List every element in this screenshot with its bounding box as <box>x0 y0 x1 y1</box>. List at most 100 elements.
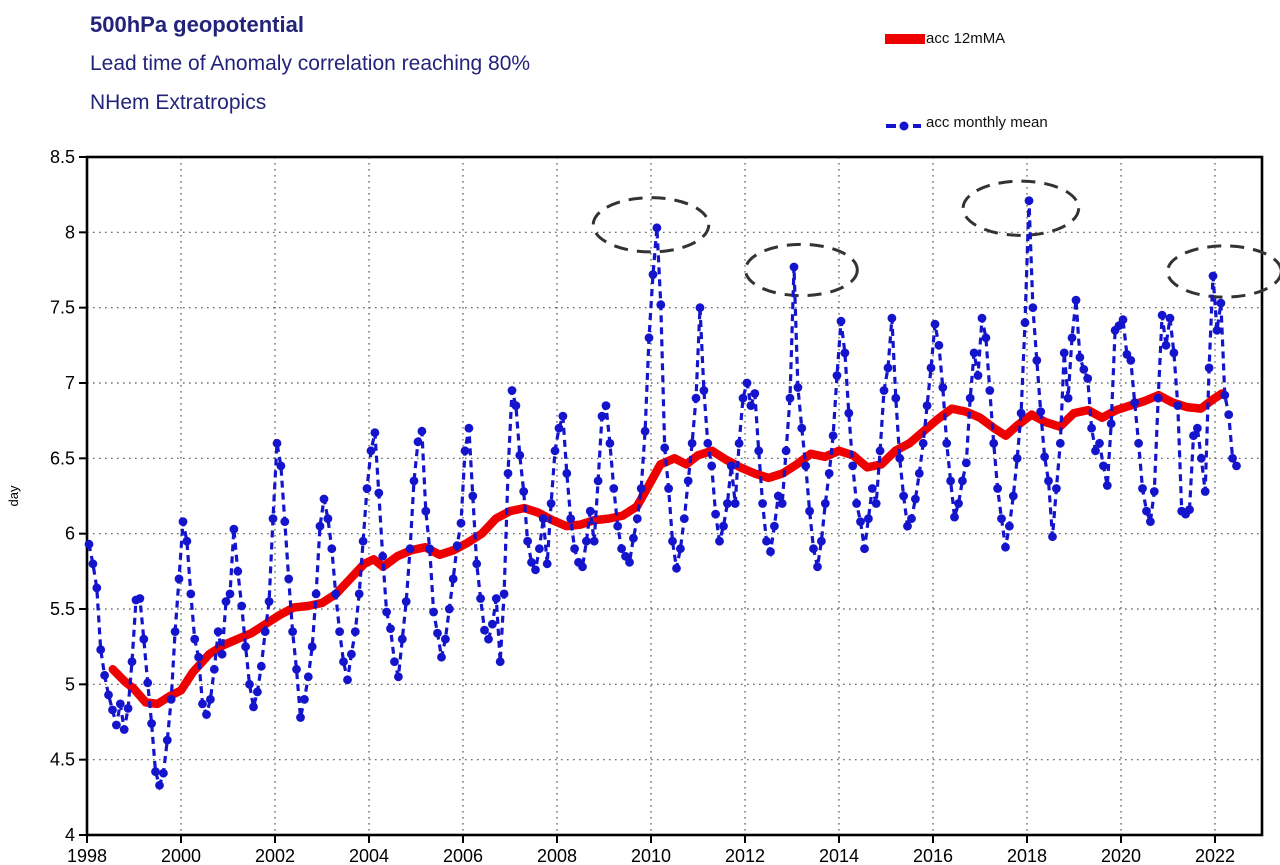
monthly-dot <box>119 725 129 734</box>
monthly-dot <box>1095 438 1104 448</box>
monthly-dot <box>965 393 975 403</box>
monthly-dot <box>954 499 963 508</box>
y-tick-label: 7 <box>65 373 75 393</box>
monthly-dot <box>644 333 654 343</box>
monthly-dot <box>1153 393 1163 403</box>
monthly-dot <box>162 735 172 745</box>
monthly-dot <box>233 566 243 576</box>
monthly-dot <box>699 386 709 395</box>
monthly-dot <box>824 469 834 478</box>
monthly-dot <box>695 303 705 313</box>
monthly-dot <box>1216 298 1226 308</box>
monthly-dot <box>92 583 102 593</box>
monthly-dot <box>511 401 521 410</box>
monthly-dot <box>135 594 145 603</box>
monthly-dot <box>679 514 689 523</box>
monthly-dot <box>100 670 109 680</box>
monthly-dot <box>303 672 313 682</box>
monthly-dot <box>558 411 568 421</box>
monthly-dot <box>1020 318 1030 328</box>
monthly-dot <box>742 378 752 388</box>
monthly-dot <box>723 499 732 508</box>
monthly-dot <box>292 664 301 674</box>
y-tick-label: 6.5 <box>50 448 75 468</box>
monthly-dot <box>1185 505 1194 514</box>
monthly-dot <box>726 461 736 471</box>
monthly-dot <box>1161 340 1171 350</box>
monthly-dot <box>895 453 905 463</box>
monthly-dot <box>977 313 987 323</box>
monthly-dot <box>472 559 482 569</box>
x-tick-label: 2022 <box>1195 846 1235 865</box>
monthly-dot <box>676 544 685 554</box>
monthly-dot <box>777 499 787 508</box>
y-tick-label: 4 <box>65 825 75 845</box>
monthly-dot <box>871 499 881 508</box>
monthly-dot <box>1036 407 1046 416</box>
monthly-dot <box>730 499 740 508</box>
monthly-dot <box>934 340 944 350</box>
chart-title: 500hPa geopotential <box>90 12 304 37</box>
monthly-dot <box>166 695 176 704</box>
monthly-dot <box>538 514 548 523</box>
monthly-dot <box>159 768 168 778</box>
monthly-dot <box>441 634 450 644</box>
monthly-dot <box>911 494 920 504</box>
monthly-dot <box>331 589 341 599</box>
y-tick-label: 7.5 <box>50 298 75 318</box>
monthly-dot <box>585 506 595 516</box>
monthly-dot <box>570 544 579 554</box>
monthly-dot <box>229 524 239 534</box>
monthly-dot <box>405 544 415 554</box>
monthly-dot <box>903 521 912 531</box>
monthly-dot <box>1016 408 1026 418</box>
monthly-dot <box>601 401 611 410</box>
monthly-dot <box>311 589 321 599</box>
monthly-dot <box>198 699 207 709</box>
monthly-dot <box>276 461 286 471</box>
monthly-dot <box>484 634 493 644</box>
monthly-dot <box>1028 303 1038 313</box>
monthly-dot <box>632 514 642 523</box>
monthly-dot <box>115 699 125 709</box>
monthly-dot <box>448 574 458 584</box>
monthly-dot <box>323 514 333 523</box>
monthly-dot <box>397 634 407 644</box>
monthly-dot <box>703 438 713 448</box>
monthly-dot <box>609 484 619 493</box>
monthly-dot <box>1193 423 1202 433</box>
monthly-dot <box>593 476 603 486</box>
monthly-dot <box>155 780 164 790</box>
monthly-dot <box>264 597 274 606</box>
highlight-ellipse <box>591 196 711 254</box>
monthly-dot <box>421 506 431 516</box>
monthly-dot <box>1134 438 1143 448</box>
monthly-dot <box>1032 356 1042 365</box>
monthly-dot <box>746 401 756 410</box>
monthly-dot <box>1173 401 1183 410</box>
monthly-dot <box>926 363 936 373</box>
monthly-dot <box>864 514 873 523</box>
monthly-dot <box>213 627 223 636</box>
y-tick-label: 5 <box>65 674 75 694</box>
monthly-dot <box>386 624 395 633</box>
monthly-dot <box>582 536 591 546</box>
monthly-dot <box>409 476 419 486</box>
monthly-dot <box>1142 506 1151 516</box>
monthly-dot <box>507 386 517 395</box>
monthly-dot <box>300 695 309 704</box>
monthly-dot <box>734 438 744 448</box>
monthly-dot <box>981 333 991 343</box>
monthly-dot <box>801 461 811 471</box>
monthly-dot <box>652 223 662 233</box>
monthly-dot <box>366 446 376 456</box>
monthly-dot <box>127 657 137 667</box>
x-tick-label: 2010 <box>631 846 671 865</box>
monthly-dot <box>550 446 560 456</box>
monthly-dot <box>687 438 697 448</box>
monthly-dot <box>1118 315 1128 325</box>
monthly-dot <box>315 521 325 531</box>
monthly-dot <box>1228 453 1237 463</box>
monthly-dot <box>523 536 532 546</box>
